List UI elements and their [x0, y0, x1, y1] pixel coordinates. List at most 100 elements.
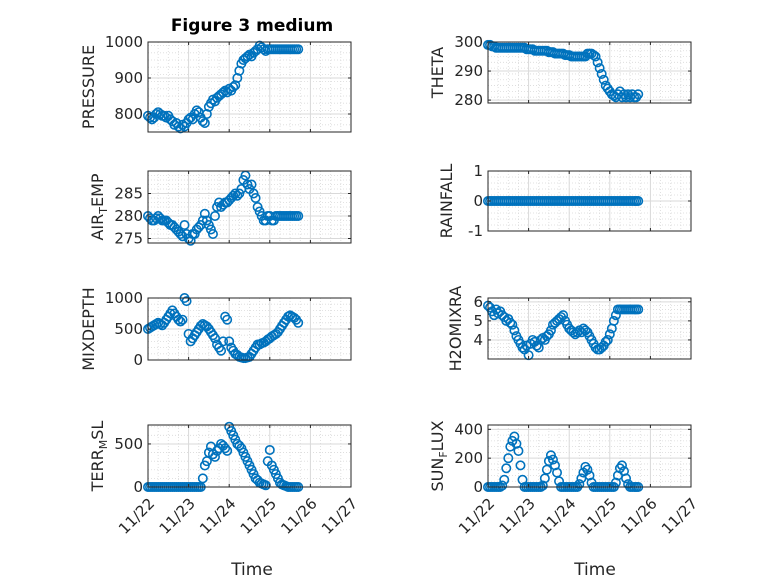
y-tick-label: 0	[473, 192, 483, 210]
data-point	[191, 105, 202, 116]
axes-frame-theta	[487, 41, 692, 104]
y-tick-label: 1	[473, 162, 483, 180]
subplot-rainfall: -1 0 1 RAINFALL	[437, 162, 692, 240]
x-axis-label-right: Time	[573, 560, 616, 580]
data-point	[600, 336, 611, 347]
data-point	[582, 464, 593, 475]
data-point	[293, 317, 304, 328]
data-point	[179, 220, 190, 231]
data-point	[264, 444, 275, 455]
subplot-mixdepth: 0 500 1000 MIXDEPTH	[79, 287, 352, 371]
data-point	[222, 314, 233, 325]
data-point	[590, 51, 601, 62]
data-point	[197, 116, 208, 127]
data-point	[545, 325, 556, 336]
data-point	[177, 314, 188, 325]
data-point	[505, 317, 516, 328]
data-point	[633, 196, 644, 207]
y-tick-label: 5	[473, 312, 483, 330]
data-point	[209, 451, 220, 462]
data-point	[505, 441, 516, 452]
y-axis-label-theta: THETA	[428, 47, 447, 99]
axes-frame-air_temp	[147, 170, 352, 244]
y-tick-label: 4	[473, 331, 483, 349]
subplot-theta: 280 290 300 THETA	[428, 33, 692, 109]
y-axis-label-h2omixra: H2OMIXRA	[446, 286, 465, 372]
data-point	[293, 44, 304, 55]
y-axis-label-sun_flux: SUNFLUX	[428, 420, 450, 491]
data-point	[604, 329, 615, 340]
y-tick-label: 280	[454, 91, 483, 109]
data-point	[250, 193, 261, 204]
y-tick-label: 300	[454, 33, 483, 51]
data-point	[608, 315, 619, 326]
data-point	[181, 296, 192, 307]
y-tick-label: 6	[473, 293, 483, 311]
data-point	[621, 473, 632, 484]
subplot-h2omixra: 456 H2OMIXRA	[446, 286, 692, 372]
axes-frame-sun_flux	[487, 424, 692, 488]
data-point	[592, 57, 603, 68]
data-point	[499, 474, 510, 485]
y-tick-label: 900	[114, 69, 143, 87]
y-tick-label: 400	[454, 420, 483, 438]
data-point	[497, 480, 508, 491]
data-point	[173, 314, 184, 325]
y-tick-label: 1000	[105, 289, 143, 307]
data-point	[633, 304, 644, 315]
y-axis-label-air_temp: AIRTEMP	[88, 173, 110, 240]
data-point	[175, 316, 186, 327]
data-point	[588, 50, 599, 61]
data-point	[616, 460, 627, 471]
y-tick-label: 500	[114, 320, 143, 338]
data-point	[222, 445, 233, 456]
axes-frame-pressure	[147, 41, 352, 133]
y-axis-label-mixdepth: MIXDEPTH	[79, 287, 98, 370]
data-point	[574, 479, 585, 490]
y-tick-label: 0	[473, 478, 483, 496]
y-tick-label: 280	[114, 207, 143, 225]
data-point	[218, 336, 229, 347]
data-point	[293, 211, 304, 222]
data-point	[513, 445, 524, 456]
data-point	[197, 473, 208, 484]
data-point	[175, 229, 186, 240]
data-point	[602, 334, 613, 345]
subplot-pressure: 800 900 1000 PRESSURE	[79, 33, 352, 134]
data-point	[224, 336, 235, 347]
data-point	[183, 114, 194, 125]
y-tick-label: 500	[114, 435, 143, 453]
y-axis-label-terr_msl: TERRMSL	[88, 421, 110, 493]
y-tick-label: 285	[114, 185, 143, 203]
y-tick-label: 290	[454, 62, 483, 80]
data-point	[547, 454, 558, 465]
data-point	[598, 74, 609, 85]
y-tick-label: 275	[114, 230, 143, 248]
data-point	[246, 179, 257, 190]
y-tick-label: 1000	[105, 33, 143, 51]
data-point	[199, 208, 210, 219]
data-point	[207, 229, 218, 240]
y-tick-label: 0	[133, 478, 143, 496]
data-point	[209, 211, 220, 222]
data-point	[199, 118, 210, 129]
data-point	[228, 82, 239, 93]
data-point	[220, 443, 231, 454]
data-point	[501, 463, 512, 474]
data-point	[596, 68, 607, 79]
axes-frame-terr_msl	[147, 424, 352, 488]
data-point	[507, 319, 518, 330]
data-point	[228, 190, 239, 201]
data-point	[633, 89, 644, 100]
x-axis-label-left: Time	[230, 560, 273, 580]
y-tick-label: -1	[468, 222, 483, 240]
figure-title: Figure 3 medium	[171, 16, 333, 36]
data-point	[594, 63, 605, 74]
y-tick-label: 800	[114, 105, 143, 123]
data-point	[216, 345, 227, 356]
y-tick-label: 0	[133, 351, 143, 369]
axes-frame-h2omixra	[487, 297, 692, 360]
y-axis-label-pressure: PRESSURE	[79, 45, 98, 129]
data-point	[509, 325, 520, 336]
